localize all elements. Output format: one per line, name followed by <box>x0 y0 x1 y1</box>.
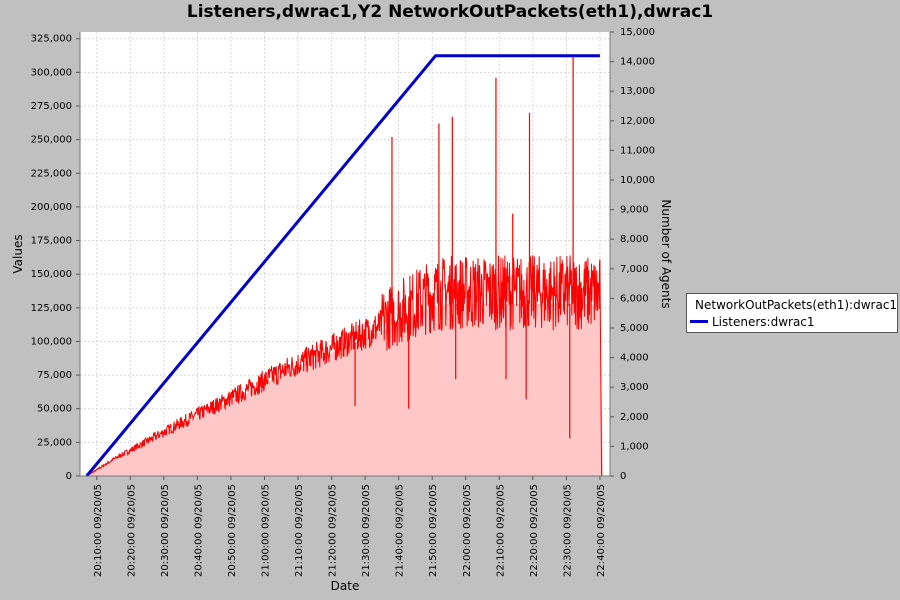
x-tick-label: 22:20:00 09/20/05 <box>529 484 540 577</box>
y-tick-label: 75,000 <box>37 370 72 381</box>
packets-line-path <box>86 255 603 477</box>
legend-label-packets: NetworkOutPackets(eth1):dwrac1 <box>695 297 898 312</box>
y-tick-label: 150,000 <box>31 269 72 280</box>
axes: 0 25,000 50,000 75,000 100,000 125,000 150,000… <box>31 27 655 577</box>
x-tick-label: 20:10:00 09/20/05 <box>93 484 104 577</box>
y2-axis-label: Number of Agents <box>659 199 673 308</box>
y-tick-label: 100,000 <box>31 336 72 347</box>
x-tick-label: 20:50:00 09/20/05 <box>227 484 238 577</box>
y-tick-label: 50,000 <box>37 404 72 415</box>
x-tick-label: 21:00:00 09/20/05 <box>260 484 271 577</box>
x-tick-label: 22:00:00 09/20/05 <box>462 484 473 577</box>
x-tick-label: 22:10:00 09/20/05 <box>495 484 506 577</box>
x-axis-label: Date <box>331 579 360 593</box>
y2-tick-label: 2,000 <box>620 412 649 423</box>
x-tick-label: 22:30:00 09/20/05 <box>562 484 573 577</box>
y2-tick-label: 9,000 <box>620 205 649 216</box>
y-tick-label: 200,000 <box>31 202 72 213</box>
x-tick-label: 21:20:00 09/20/05 <box>328 484 339 577</box>
legend-item-packets: NetworkOutPackets(eth1):dwrac1 <box>687 296 897 313</box>
x-tick-label: 20:20:00 09/20/05 <box>126 484 137 577</box>
y-tick-label: 25,000 <box>37 437 72 448</box>
x-tick-label: 21:30:00 09/20/05 <box>361 484 372 577</box>
legend-swatch-listeners <box>690 320 708 323</box>
packets-area-fill <box>86 303 604 476</box>
y2-tick-label: 8,000 <box>620 234 649 245</box>
y-tick-label: 300,000 <box>31 67 72 78</box>
y2-tick-label: 4,000 <box>620 353 649 364</box>
x-tick-label: 22:40:00 09/20/05 <box>596 484 607 577</box>
y-axis-label: Values <box>11 234 25 273</box>
legend-label-listeners: Listeners:dwrac1 <box>712 314 815 329</box>
y-tick-label: 325,000 <box>31 34 72 45</box>
packets-area <box>86 303 604 476</box>
x-tick-label: 21:50:00 09/20/05 <box>428 484 439 577</box>
y-tick-label: 0 <box>66 471 72 482</box>
y-tick-label: 225,000 <box>31 168 72 179</box>
listeners-line <box>85 54 600 477</box>
y2-tick-label: 6,000 <box>620 293 649 304</box>
y-tick-label: 275,000 <box>31 101 72 112</box>
y2-tick-label: 11,000 <box>620 145 655 156</box>
x-tick-label: 20:40:00 09/20/05 <box>193 484 204 577</box>
y2-tick-label: 5,000 <box>620 323 649 334</box>
x-tick-label: 21:40:00 09/20/05 <box>395 484 406 577</box>
listeners-line-path <box>85 54 600 477</box>
y2-tick-label: 15,000 <box>620 27 655 38</box>
y2-tick-label: 0 <box>620 471 626 482</box>
y2-tick-label: 1,000 <box>620 441 649 452</box>
y2-tick-label: 10,000 <box>620 175 655 186</box>
packets-line <box>86 54 603 477</box>
y2-tick-label: 7,000 <box>620 264 649 275</box>
x-tick-label: 20:30:00 09/20/05 <box>160 484 171 577</box>
y2-tick-label: 3,000 <box>620 382 649 393</box>
y2-tick-label: 13,000 <box>620 86 655 97</box>
y-tick-label: 125,000 <box>31 303 72 314</box>
y-tick-label: 250,000 <box>31 135 72 146</box>
legend: NetworkOutPackets(eth1):dwrac1 Listeners… <box>686 293 898 333</box>
legend-item-listeners: Listeners:dwrac1 <box>687 313 897 330</box>
y2-tick-label: 14,000 <box>620 57 655 68</box>
y2-tick-label: 12,000 <box>620 116 655 127</box>
chart-title: Listeners,dwrac1,Y2 NetworkOutPackets(et… <box>186 2 714 22</box>
x-tick-label: 21:10:00 09/20/05 <box>294 484 305 577</box>
y-tick-label: 175,000 <box>31 236 72 247</box>
